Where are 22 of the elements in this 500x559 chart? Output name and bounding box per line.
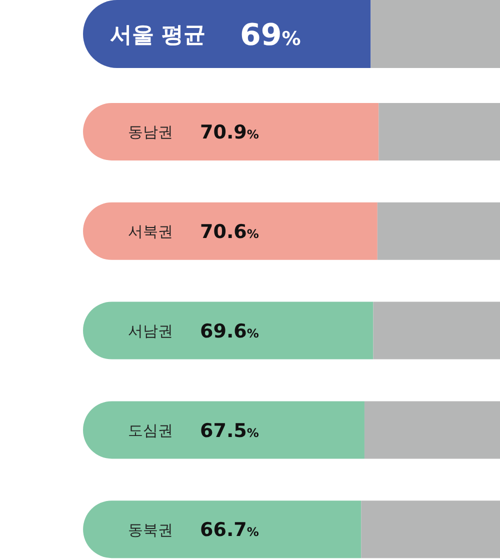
data-label: 69.6%: [200, 320, 259, 342]
y-tick-label: 서남권: [128, 322, 173, 340]
bar: [361, 500, 500, 558]
data-label: 69%: [240, 18, 301, 53]
bar: [83, 302, 374, 360]
y-tick-label: 서북권: [128, 222, 173, 241]
data-label: 66.7%: [200, 519, 259, 542]
y-tick-label: 동남권: [128, 123, 173, 142]
y-tick-label: 동북권: [128, 520, 173, 539]
bar: [364, 401, 500, 459]
data-label: 70.9%: [200, 122, 259, 144]
bar: [373, 302, 500, 360]
bar: [83, 103, 379, 160]
data-label: 67.5%: [200, 420, 259, 442]
y-tick-label: 도심권: [128, 421, 173, 440]
y-tick-label: 서울 평균: [110, 22, 206, 48]
bar: [378, 103, 500, 160]
data-label: 70.6%: [200, 220, 259, 243]
bar: [83, 202, 378, 260]
bar: [83, 500, 362, 558]
bar: [83, 401, 364, 459]
bar: [377, 202, 500, 260]
